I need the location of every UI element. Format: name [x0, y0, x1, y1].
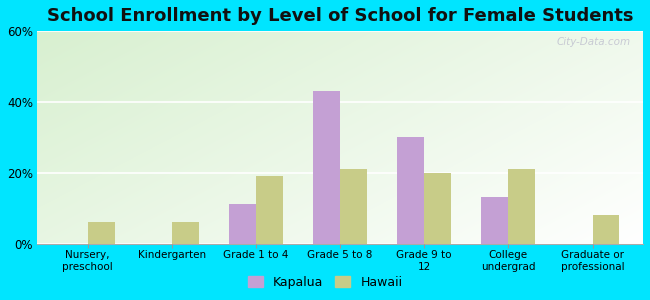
Bar [340, 169, 367, 244]
Bar [397, 137, 424, 244]
Bar [482, 197, 508, 244]
Bar [172, 222, 199, 244]
Bar [508, 169, 536, 244]
Bar [313, 91, 340, 244]
Bar [256, 176, 283, 244]
Bar [88, 222, 114, 244]
Legend: Kapalua, Hawaii: Kapalua, Hawaii [242, 271, 408, 294]
Bar [229, 205, 256, 244]
Bar [593, 215, 619, 244]
Title: School Enrollment by Level of School for Female Students: School Enrollment by Level of School for… [47, 7, 633, 25]
Bar [424, 172, 451, 244]
Text: City-Data.com: City-Data.com [557, 37, 631, 47]
